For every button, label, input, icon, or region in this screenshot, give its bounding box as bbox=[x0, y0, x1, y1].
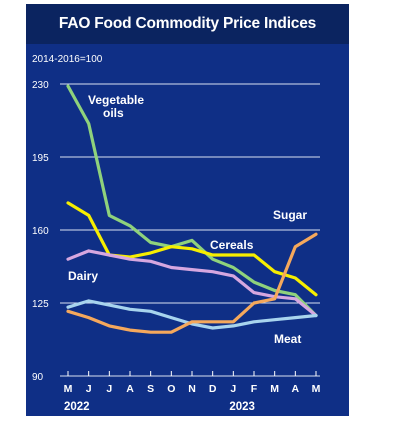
series-line-sugar bbox=[66, 232, 318, 334]
x-tick-label-4: S bbox=[147, 383, 154, 395]
series-line-meat bbox=[66, 299, 318, 330]
chart-title: FAO Food Commodity Price Indices bbox=[26, 4, 349, 44]
x-tick-label-7: D bbox=[209, 383, 217, 395]
y-tick-label-195: 195 bbox=[32, 153, 49, 164]
x-tick-label-9: F bbox=[251, 383, 258, 395]
x-tick-label-8: J bbox=[230, 383, 236, 395]
series-label-dairy: Dairy bbox=[68, 269, 98, 283]
x-tick-label-12: M bbox=[312, 383, 321, 395]
series-label-vegetable-oils-line1: Vegetable bbox=[88, 93, 144, 107]
chart-subtitle: 2014-2016=100 bbox=[32, 54, 103, 65]
y-tick-label-125: 125 bbox=[32, 299, 49, 310]
x-tick-label-10: M bbox=[270, 383, 279, 395]
year-label-2022: 2022 bbox=[64, 401, 90, 413]
y-tick-label-90: 90 bbox=[32, 372, 44, 383]
y-tick-label-160: 160 bbox=[32, 226, 49, 237]
x-tick-label-3: A bbox=[126, 383, 134, 395]
x-tick-label-2: J bbox=[106, 383, 112, 395]
series-label-sugar: Sugar bbox=[273, 208, 307, 222]
series-label-cereals: Cereals bbox=[210, 238, 254, 252]
series-line-vegetable-oils bbox=[66, 84, 318, 318]
chart-panel: FAO Food Commodity Price Indices 2014-20… bbox=[26, 4, 349, 416]
x-tick-label-5: O bbox=[167, 383, 175, 395]
x-tick-label-6: N bbox=[188, 383, 196, 395]
series-label-vegetable-oils-line2: oils bbox=[103, 106, 124, 120]
x-tick-label-0: M bbox=[64, 383, 73, 395]
y-tick-label-230: 230 bbox=[32, 80, 49, 91]
year-label-2023: 2023 bbox=[229, 401, 255, 413]
series-label-meat: Meat bbox=[274, 332, 301, 346]
x-tick-label-11: A bbox=[292, 383, 300, 395]
x-tick-label-1: J bbox=[86, 383, 92, 395]
